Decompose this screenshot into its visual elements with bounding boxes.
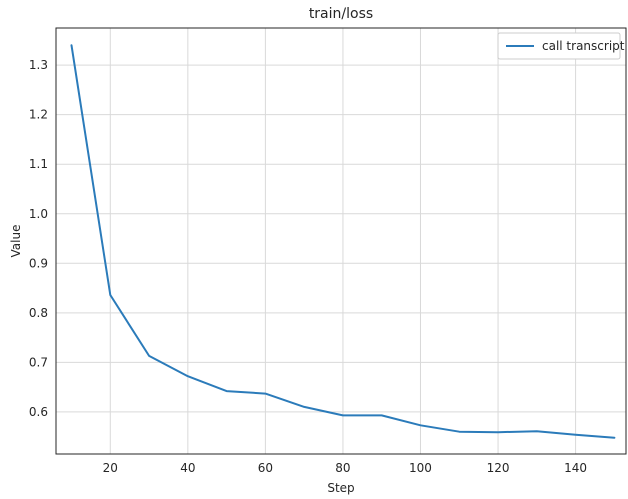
y-tick-label: 1.2 — [29, 108, 48, 122]
y-tick-label: 0.6 — [29, 405, 48, 419]
x-tick-label: 100 — [409, 461, 432, 475]
grid-lines — [56, 28, 626, 454]
series-line-call-transcript — [70, 44, 616, 439]
legend-box — [497, 32, 621, 60]
x-axis-label: Step — [327, 481, 354, 495]
chart-title: train/loss — [309, 6, 373, 22]
y-tick-label: 0.8 — [29, 306, 48, 320]
legend-label: call transcript — [542, 39, 625, 53]
series-layer — [70, 44, 616, 439]
x-tick-label: 120 — [487, 461, 510, 475]
y-tick-label: 1.3 — [29, 58, 48, 72]
x-tick-labels: 20 40 60 80 100 120 140 — [103, 461, 587, 475]
legend: call transcript — [497, 32, 625, 60]
x-tick-label: 80 — [335, 461, 350, 475]
y-tick-label: 0.7 — [29, 355, 48, 369]
plot-frame — [55, 27, 627, 455]
x-tick-label: 20 — [103, 461, 118, 475]
y-tick-label: 1.1 — [29, 157, 48, 171]
y-tick-label: 0.9 — [29, 256, 48, 270]
x-tick-label: 60 — [258, 461, 273, 475]
y-axis-label: Value — [9, 225, 23, 258]
y-tick-labels: 0.6 0.7 0.8 0.9 1.0 1.1 1.2 1.3 — [29, 58, 48, 419]
y-tick-label: 1.0 — [29, 207, 48, 221]
x-tick-label: 140 — [564, 461, 587, 475]
x-tick-label: 40 — [180, 461, 195, 475]
